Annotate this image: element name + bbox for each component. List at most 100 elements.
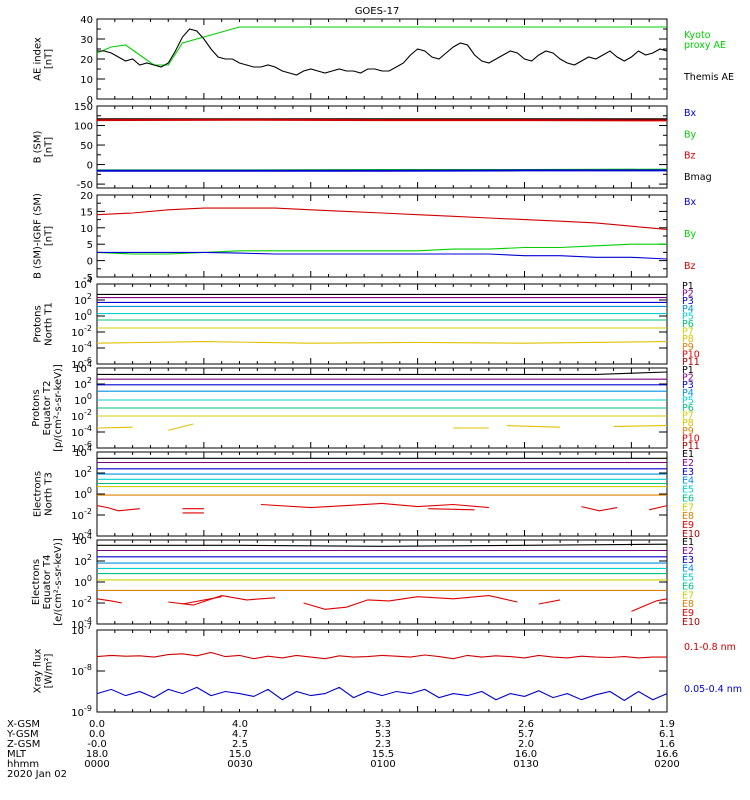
y-axis-label: B (SM): [33, 130, 44, 163]
series-line: [96, 651, 667, 660]
series-line: [506, 425, 561, 428]
y-tick-label: 102: [74, 292, 92, 307]
y-tick-label: 20: [80, 55, 93, 66]
series-line: [182, 596, 222, 605]
y-axis-label: [W/m²]: [44, 653, 55, 688]
y-tick-label: 10-2: [71, 324, 92, 339]
y-tick-label: 40: [80, 15, 93, 26]
y-axis-label: North T1: [44, 302, 55, 346]
axis-row-value: 16.0: [515, 749, 537, 760]
axis-row-value: 0030: [227, 759, 252, 770]
y-tick-label: 10: [80, 75, 93, 86]
axis-row-value: 15.5: [372, 749, 394, 760]
y-tick-label: 0: [87, 161, 93, 172]
series-line: [96, 686, 668, 702]
legend-entry: P4: [682, 304, 694, 315]
legend-entry: P1: [682, 281, 694, 292]
y-tick-label: 104: [74, 360, 92, 375]
y-tick-label: 100: [74, 122, 93, 133]
y-tick-label: 20: [80, 191, 93, 202]
axis-row-value: 16.6: [656, 749, 678, 760]
panel-frame: [96, 283, 668, 365]
y-axis-label: [nT]: [44, 49, 55, 69]
y-tick-label: 10-2: [71, 507, 92, 522]
panel-7: 10-4 10-2 100 102 104 Electrons Equator T4 [e/(…: [31, 532, 700, 631]
legend-entry: proxy AE: [684, 40, 726, 51]
legend-entry: 0.1-0.8 nm: [684, 642, 736, 653]
axis-row-label: MLT: [7, 749, 27, 760]
y-tick-label: 102: [74, 553, 92, 568]
y-axis-label: North T3: [44, 472, 55, 516]
bottom-axis-table: X-GSM 0.0 4.0 3.3 2.6 1.9 Y-GSM 0.0 4.7 5.3 5.7 6.1…: [6, 719, 680, 780]
y-tick-label: 15: [80, 207, 93, 218]
y-tick-label: 102: [74, 376, 92, 391]
y-tick-label: 10-4: [71, 340, 92, 355]
legend-entry: E8: [682, 599, 694, 610]
legend-entry: By: [684, 129, 697, 140]
legend-entry: E1: [682, 537, 694, 548]
y-axis-label: Electrons: [33, 471, 44, 517]
y-tick-label: 10-6: [71, 440, 92, 455]
y-tick-label: 0: [87, 95, 93, 106]
legend-entry: E7: [682, 590, 694, 601]
legend-entry: E2: [682, 458, 694, 469]
axis-row-value: 4.0: [232, 719, 248, 730]
axis-row-label: Y-GSM: [6, 729, 39, 740]
y-tick-label: 104: [74, 532, 92, 547]
legend-entry: Bx: [684, 197, 697, 208]
axis-row-value: 0000: [84, 759, 109, 770]
legend-entry: P7: [682, 327, 694, 338]
panel-3: -5 0 5 10 15 20 B (SM)-IGRF (SM) [nT] Bx By Bz: [33, 191, 697, 284]
axis-row-value: 6.1: [659, 729, 675, 740]
series-line: [168, 423, 194, 431]
legend-entry: Bz: [684, 261, 696, 272]
axis-row-label: hhmm: [7, 759, 39, 770]
series-line: [96, 505, 140, 512]
y-axis-label: B (SM)-IGRF (SM): [33, 193, 44, 279]
axis-row-value: 2.0: [518, 739, 534, 750]
y-tick-label: 0: [87, 257, 93, 268]
legend-entry: By: [684, 229, 697, 240]
axis-row-value: 5.3: [375, 729, 391, 740]
y-tick-label: 10-4: [71, 424, 92, 439]
y-axis-label: Protons: [33, 305, 44, 342]
axis-row-label: Z-GSM: [7, 739, 40, 750]
axis-row-value: -0.0: [87, 739, 107, 750]
series-line: [428, 508, 475, 511]
y-tick-label: 10: [80, 224, 93, 235]
series-line: [96, 426, 133, 429]
y-axis-label: [nT]: [44, 137, 55, 157]
y-tick-label: 30: [80, 35, 93, 46]
legend-entry: P1: [682, 365, 694, 376]
legend-entry: E3: [682, 467, 694, 478]
legend-entry: P11: [682, 441, 700, 452]
axis-row-value: 2.6: [518, 719, 534, 730]
axis-row-value: 4.7: [232, 729, 248, 740]
legend-entry: P7: [682, 411, 694, 422]
series-line: [97, 543, 668, 547]
y-tick-label: -5: [83, 273, 93, 284]
y-axis-label: Protons: [31, 389, 42, 426]
axis-row-value: 0130: [513, 759, 538, 770]
legend-entry: P2: [682, 289, 694, 300]
y-tick-label: 10-7: [71, 622, 92, 637]
legend-entry: Bz: [684, 151, 696, 162]
axis-row-value: 2.3: [375, 739, 391, 750]
legend-entry: P6: [682, 319, 694, 330]
axis-row-value: 5.7: [518, 729, 534, 740]
axis-row-value: 1.9: [659, 719, 675, 730]
y-tick-label: 104: [74, 276, 92, 291]
legend-entry: E6: [682, 493, 694, 504]
axis-row-value: 15.0: [229, 749, 251, 760]
legend-entry: E3: [682, 555, 694, 566]
legend-entry: P8: [682, 418, 694, 429]
series-line: [581, 506, 618, 512]
y-tick-label: 100: [74, 392, 92, 407]
series-line: [649, 505, 668, 511]
legend-entry: P11: [682, 357, 700, 368]
legend-entry: E9: [682, 520, 694, 531]
